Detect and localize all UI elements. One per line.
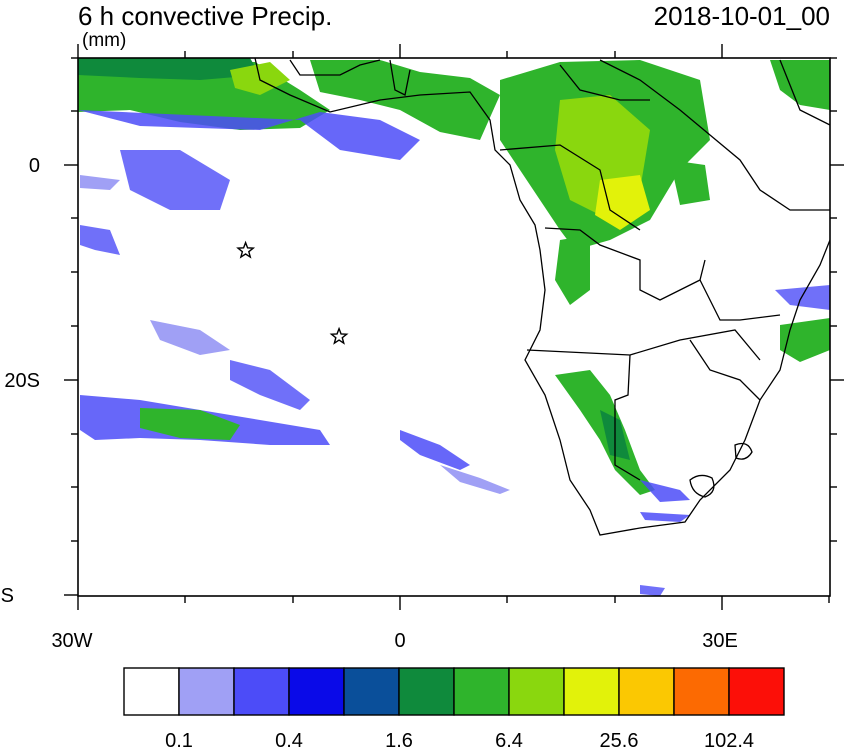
x-tick-label-30e: 30E [702, 630, 738, 652]
colorbar-swatch [563, 667, 620, 716]
colorbar-swatch [178, 667, 235, 716]
colorbar-swatch [233, 667, 290, 716]
y-tick-label-0: 0 [29, 155, 40, 177]
station-markers [236, 240, 349, 345]
precip-region [230, 360, 310, 410]
precip-region [595, 175, 650, 230]
precip-region [670, 160, 710, 205]
colorbar-swatch [123, 667, 180, 716]
y-tick-label-20s: 20S [4, 370, 40, 392]
colorbar-swatch [288, 667, 345, 716]
precip-region [78, 58, 260, 80]
eswatini-outline [734, 442, 753, 460]
border [289, 59, 381, 76]
precip-region [80, 225, 120, 255]
border [526, 329, 761, 361]
colorbar-label: 0.1 [165, 730, 193, 750]
precip-region [80, 175, 120, 190]
precip-region [120, 150, 230, 210]
precip-region [140, 408, 240, 440]
precip-region [78, 110, 420, 160]
precip-region [640, 480, 690, 502]
precip-region [150, 320, 230, 355]
colorbar-label: 0.4 [275, 730, 303, 750]
colorbar-swatch [618, 667, 675, 716]
precipitation-layer [78, 58, 830, 596]
precip-region [400, 430, 470, 470]
map-frame [77, 57, 831, 597]
y-tick-label-40s: 40S [0, 585, 14, 607]
colorbar-swatch [508, 667, 565, 716]
precip-region [555, 235, 590, 305]
colorbar-label: 6.4 [495, 730, 523, 750]
precip-region [640, 512, 690, 522]
border [544, 227, 706, 301]
border [389, 59, 411, 96]
valid-time: 2018-10-01_00 [653, 1, 830, 31]
border [614, 354, 641, 481]
coastlines [254, 58, 830, 536]
colorbar-swatch [673, 667, 730, 716]
border [779, 59, 830, 126]
lesotho-outline [689, 474, 715, 498]
station-star-marker [236, 240, 256, 259]
precip-region [780, 318, 830, 362]
colorbar-label: 1.6 [385, 730, 413, 750]
colorbar: 0.1 0.4 1.6 6.4 25.6 102.4 [123, 667, 785, 750]
colorbar-swatch [728, 667, 785, 716]
colorbar-swatch [343, 667, 400, 716]
border [699, 279, 781, 321]
colorbar-swatch [453, 667, 510, 716]
border [559, 64, 650, 101]
border [599, 59, 830, 211]
precip-region [310, 60, 500, 140]
units-label: (mm) [82, 30, 127, 51]
precip-region [440, 465, 510, 494]
map-plot-area [78, 58, 830, 596]
border [689, 339, 761, 401]
border [499, 144, 641, 231]
colorbar-label: 102.4 [704, 730, 754, 750]
axis-ticks [64, 44, 844, 610]
colorbar-label: 25.6 [600, 730, 639, 750]
map-title: 6 h convective Precip. [78, 1, 333, 31]
precip-region [640, 585, 665, 596]
x-tick-label-30w: 30W [51, 630, 92, 652]
station-star-marker [329, 326, 349, 345]
x-tick-label-0: 0 [394, 630, 405, 652]
precip-region [775, 285, 830, 310]
colorbar-swatch [398, 667, 455, 716]
africa-coastline [254, 58, 830, 536]
